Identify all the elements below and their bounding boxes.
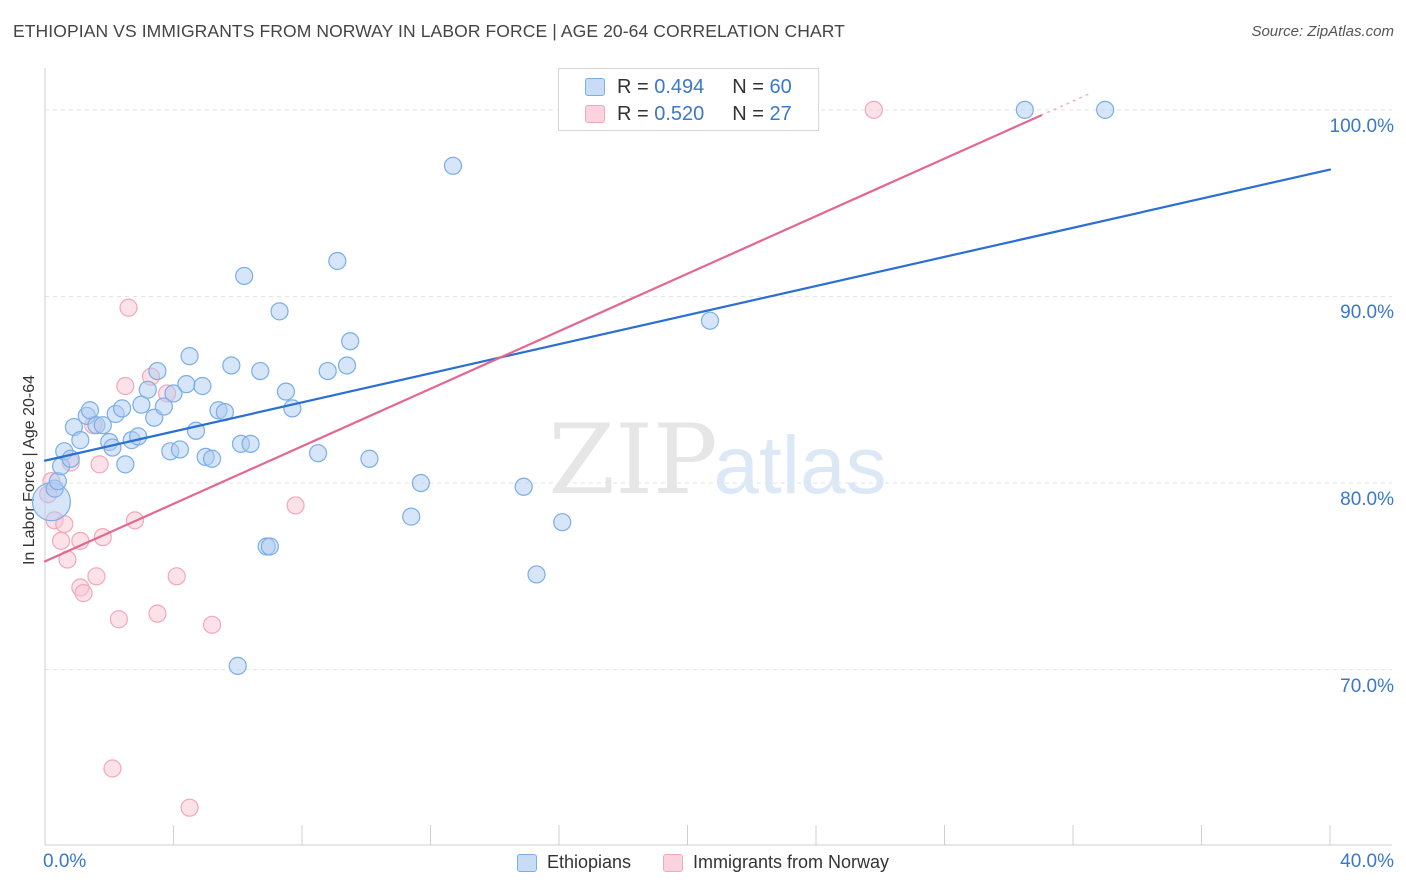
y-tick-label: 100.0%	[1329, 115, 1394, 137]
ethiopian-point	[411, 473, 430, 493]
ethiopian-point	[241, 434, 260, 453]
ethiopian-point	[1015, 100, 1034, 119]
ethiopian-point	[71, 431, 90, 450]
ethiopian-point	[148, 361, 167, 381]
x-tick-label: 0.0%	[43, 851, 87, 872]
ethiopian-point	[164, 384, 183, 403]
norway-point	[119, 298, 138, 317]
ethiopian-trend-line	[43, 168, 1332, 462]
legend-label-ethiopians: Ethiopians	[546, 852, 632, 872]
norway-point	[109, 610, 128, 629]
ethiopian-point	[116, 455, 135, 474]
legend-n-value: 27	[769, 102, 792, 125]
legend-swatch-norway	[663, 853, 684, 872]
norway-point	[116, 376, 135, 396]
x-tick-label: 40.0%	[1340, 851, 1394, 872]
norway-trend-extension	[1040, 93, 1090, 117]
ethiopian-point	[129, 427, 148, 446]
ethiopian-point	[1096, 100, 1115, 119]
norway-point	[51, 531, 71, 550]
ethiopian-point	[180, 347, 199, 366]
ethiopian-point	[260, 537, 279, 556]
legend-label-norway: Immigrants from Norway	[693, 852, 890, 872]
ethiopian-point	[443, 156, 463, 175]
ethiopian-point	[308, 444, 328, 463]
norway-point	[103, 759, 122, 778]
ethiopian-point	[222, 356, 241, 375]
norway-point	[864, 100, 883, 119]
legend-r-label: R =	[617, 102, 649, 125]
ethiopian-point	[514, 477, 533, 496]
watermark-zip: ZIP	[548, 404, 717, 516]
watermark: ZIP atlas	[548, 404, 886, 516]
norway-point	[71, 531, 90, 550]
legend-r-value: 0.494	[654, 75, 705, 98]
norway-point	[87, 567, 106, 586]
chart-title: ETHIOPIAN VS IMMIGRANTS FROM NORWAY IN L…	[13, 21, 845, 41]
gridlines	[45, 109, 1392, 671]
ethiopian-point	[112, 399, 132, 418]
ethiopian-point	[527, 565, 546, 584]
y-tick-label: 70.0%	[1340, 675, 1394, 697]
norway-point	[202, 615, 222, 634]
ethiopian-point	[170, 440, 190, 459]
ethiopian-point	[270, 302, 289, 321]
trend-lines	[43, 93, 1332, 563]
ethiopian-point	[700, 311, 720, 330]
ethiopian-point	[553, 513, 572, 532]
ethiopian-point	[177, 375, 196, 394]
legend-r-value: 0.520	[654, 102, 705, 125]
ethiopian-point	[341, 332, 360, 351]
legend-swatch-ethiopians	[516, 853, 537, 872]
ethiopian-point	[93, 416, 112, 435]
ethiopian-point	[328, 251, 347, 271]
norway-point	[167, 567, 186, 586]
norway-point	[90, 455, 109, 474]
series-legend: Ethiopians Immigrants from Norway	[0, 852, 1406, 873]
ethiopian-points	[31, 100, 1115, 675]
ethiopian-point	[337, 356, 357, 375]
ethiopian-point	[360, 449, 379, 468]
ethiopian-point	[228, 656, 247, 675]
legend-n-value: 60	[769, 75, 792, 98]
ethiopian-point	[154, 397, 173, 416]
norway-point	[286, 496, 305, 515]
legend-row-ethiopians: R = 0.494 N = 60	[585, 75, 792, 99]
ethiopian-point	[202, 449, 222, 468]
legend-row-norway: R = 0.520 N = 27	[585, 102, 792, 126]
ethiopian-point	[48, 472, 67, 491]
source-label: Source: ZipAtlas.com	[1251, 23, 1394, 40]
norway-point	[180, 798, 199, 817]
legend-item-norway: Immigrants from Norway	[663, 852, 889, 873]
axes	[44, 68, 1392, 846]
legend-n-label: N =	[732, 102, 764, 125]
legend-item-ethiopians: Ethiopians	[516, 852, 632, 873]
ethiopian-point	[276, 382, 296, 401]
legend-swatch-ethiopians	[585, 78, 605, 96]
legend-r-label: R =	[617, 75, 649, 98]
legend-swatch-norway	[585, 105, 605, 123]
norway-trend-line	[43, 114, 1042, 563]
stats-legend: R = 0.494 N = 60 R = 0.520 N = 27	[558, 68, 819, 131]
watermark-atlas: atlas	[713, 420, 886, 511]
y-tick-label: 90.0%	[1340, 302, 1394, 324]
ethiopian-point	[318, 361, 337, 381]
ethiopian-point	[138, 380, 157, 399]
norway-point	[148, 604, 167, 623]
ethiopian-point	[402, 507, 421, 526]
ethiopian-point	[235, 266, 254, 286]
norway-point	[74, 584, 93, 603]
ethiopian-point	[251, 361, 270, 381]
legend-n-label: N =	[732, 75, 764, 98]
ethiopian-point	[193, 376, 212, 396]
y-tick-label: 80.0%	[1340, 489, 1394, 511]
